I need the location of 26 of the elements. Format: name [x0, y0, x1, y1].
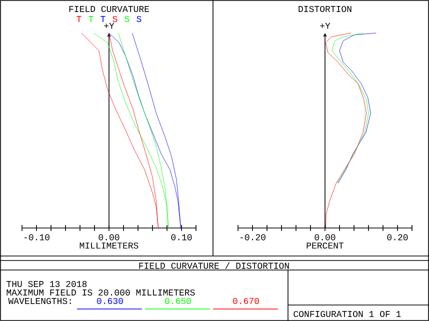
y-axis-title: +Y: [320, 22, 330, 29]
series-label: S: [112, 16, 118, 22]
x-tick-label: -0.20: [240, 234, 266, 240]
text: 0.630: [97, 298, 123, 304]
text: 0.650: [165, 298, 191, 304]
text: CONFIGURATION 1 OF 1: [294, 310, 401, 318]
legend-title: WAVELENGTHS:: [8, 298, 71, 304]
x-axis-title: MILLIMETERS: [80, 242, 138, 249]
series-label: T: [100, 16, 106, 22]
series-label: T: [88, 16, 94, 22]
x-tick-label: -0.10: [24, 234, 50, 240]
x-axis-title: PERCENT: [306, 242, 344, 249]
y-axis-title: +Y: [104, 22, 114, 29]
text: 0.670: [233, 298, 259, 304]
x-tick-label: 0.00: [98, 234, 120, 240]
series-label: S: [124, 16, 130, 22]
text: MAXIMUM FIELD IS 20.000 MILLIMETERS: [6, 289, 195, 296]
series-label: T: [76, 16, 82, 22]
text: THU SEP 13 2018: [6, 280, 87, 288]
series-label: S: [136, 16, 142, 22]
chart-title: DISTORTION: [298, 6, 352, 12]
x-tick-label: 0.20: [387, 234, 408, 240]
text: FIELD CURVATURE / DISTORTION: [139, 262, 289, 269]
chart-title: FIELD CURVATURE: [69, 6, 150, 12]
x-tick-label: 0.00: [314, 234, 336, 240]
x-tick-label: 0.10: [171, 234, 192, 240]
